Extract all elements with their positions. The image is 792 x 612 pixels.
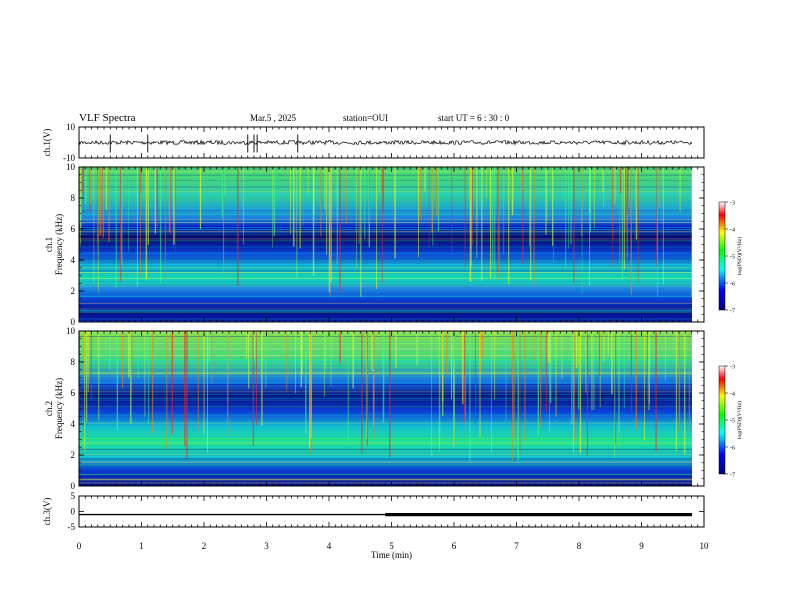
y-tick-label: 4 xyxy=(71,255,76,265)
colorbar xyxy=(718,365,726,475)
colorbar xyxy=(718,201,726,311)
ch1-spectrogram-panel: 0 2 4 6 8 10 ch.1Frequency (kHz) -3 -4 -5 -6 -7 log(… xyxy=(44,162,743,327)
x-axis-label: Time (min) xyxy=(371,550,412,560)
colorbar-tick-label: -5 xyxy=(730,419,735,425)
y-tick-label: 6 xyxy=(71,224,76,234)
y-tick-label: 0 xyxy=(71,317,76,327)
spectrogram-background xyxy=(79,167,692,322)
ch1-waveform-panel: 10 -10 ch.1(V) xyxy=(42,122,705,163)
y-tick-label: 4 xyxy=(71,419,76,429)
colorbar-tick-label: -4 xyxy=(730,228,735,234)
x-tick-label: 4 xyxy=(327,541,332,551)
spectrogram-blank xyxy=(692,331,704,486)
y-tick-label: 0 xyxy=(71,507,76,517)
x-tick-label: 2 xyxy=(202,541,207,551)
y-tick-label: 8 xyxy=(71,193,76,203)
y-axis-label: ch.1(V) xyxy=(42,129,52,157)
y-axis-label-line: ch.1 xyxy=(44,237,54,252)
start-time-label: start UT = 6 : 30 : 0 xyxy=(438,113,510,123)
y-tick-label: 10 xyxy=(66,162,76,172)
colorbar-tick-label: -3 xyxy=(730,201,735,207)
y-tick-label: 8 xyxy=(71,357,76,367)
y-tick-label: 0 xyxy=(71,481,76,491)
y-axis-label: ch.2Frequency (kHz) xyxy=(44,378,64,439)
x-tick-label: 3 xyxy=(264,541,269,551)
x-tick-label: 7 xyxy=(514,541,519,551)
colorbar-tick-label: -7 xyxy=(730,309,735,315)
colorbar-tick-label: -7 xyxy=(730,473,735,479)
x-tick-label: 1 xyxy=(139,541,144,551)
x-tick-label: 6 xyxy=(452,541,457,551)
station-label: station=OUI xyxy=(343,113,389,123)
plot-title: VLF Spectra xyxy=(79,112,136,124)
colorbar-tick-label: -6 xyxy=(730,282,735,288)
y-axis-label: ch.3(V) xyxy=(42,498,52,526)
ch2-spectrogram-panel: 0 2 4 6 8 10 ch.2Frequency (kHz) -3 -4 -5 -6 -7 log(… xyxy=(44,326,743,491)
colorbar-label: log(PSD)(V²/Hz) xyxy=(736,237,743,275)
y-tick-label: -5 xyxy=(68,522,76,532)
colorbar-label: log(PSD)(V²/Hz) xyxy=(736,401,743,439)
date-label: Mar.5 , 2025 xyxy=(250,113,296,123)
ch1-waveform-line xyxy=(78,139,693,146)
y-axis-label-line: ch.1(V) xyxy=(42,129,52,157)
x-tick-label: 8 xyxy=(577,541,582,551)
y-tick-label: 2 xyxy=(71,286,76,296)
y-tick-label: 5 xyxy=(71,491,76,501)
y-tick-label: 6 xyxy=(71,388,76,398)
y-axis-label-line: Frequency (kHz) xyxy=(54,214,64,275)
colorbar-tick-label: -3 xyxy=(730,365,735,371)
spectrogram-background xyxy=(79,331,692,486)
y-tick-label: 2 xyxy=(71,450,76,460)
time-axis: 0 1 2 3 4 5 6 7 8 9 10 Time (min) xyxy=(77,541,709,560)
x-tick-label: 5 xyxy=(389,541,394,551)
y-tick-label: 10 xyxy=(66,326,76,336)
y-tick-label: 10 xyxy=(66,122,76,132)
y-axis-label-line: ch.3(V) xyxy=(42,498,52,526)
y-tick-label: -10 xyxy=(63,153,75,163)
y-axis-label-line: Frequency (kHz) xyxy=(54,378,64,439)
colorbar-tick-label: -5 xyxy=(730,255,735,261)
x-tick-label: 10 xyxy=(700,541,710,551)
colorbar-tick-label: -4 xyxy=(730,392,735,398)
x-tick-label: 9 xyxy=(639,541,644,551)
x-tick-label: 0 xyxy=(77,541,82,551)
y-axis-label-line: ch.2 xyxy=(44,401,54,416)
spectrogram-blank xyxy=(692,167,704,322)
y-axis-label: ch.1Frequency (kHz) xyxy=(44,214,64,275)
colorbar-tick-label: -6 xyxy=(730,446,735,452)
ch3-waveform-panel: 5 0 -5 ch.3(V) xyxy=(42,491,705,532)
